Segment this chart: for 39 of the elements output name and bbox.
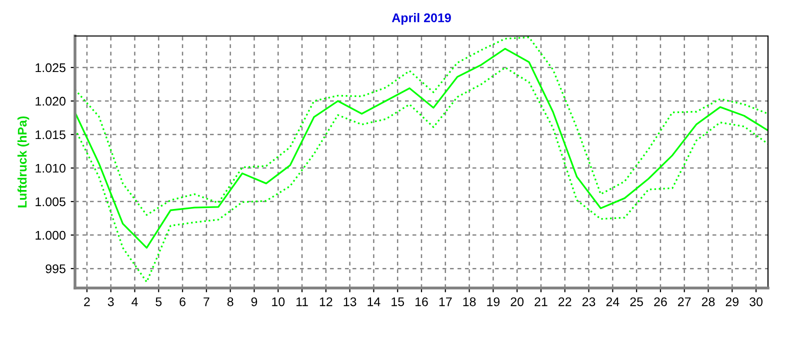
x-tick-label: 16 (416, 297, 428, 306)
y-tick-label: 1.005 (36, 197, 66, 206)
x-tick-label: 28 (702, 297, 715, 306)
x-tick-label: 5 (156, 297, 162, 306)
x-tick-label: 4 (132, 297, 138, 306)
y-tick-label: 1.010 (36, 164, 66, 173)
x-tick-label: 9 (251, 297, 258, 306)
x-tick-label: 2 (84, 297, 90, 306)
x-tick-label: 30 (750, 297, 763, 306)
x-tick-label: 7 (204, 297, 210, 306)
x-tick-label: 17 (439, 297, 452, 306)
y-tick-label: 1.000 (36, 230, 66, 240)
x-tick-label: 3 (108, 297, 114, 306)
x-tick-label: 21 (534, 297, 548, 306)
y-tick-label: 1.020 (36, 96, 66, 106)
y-tick-label: 1.015 (36, 130, 66, 140)
x-tick-label: 23 (582, 297, 596, 306)
x-tick-label: 15 (392, 297, 404, 306)
x-tick-label: 27 (678, 297, 691, 306)
y-axis-title: Luftdruck (hPa) (17, 116, 30, 208)
x-tick-label: 6 (180, 297, 186, 306)
x-tick-label: 22 (558, 297, 572, 306)
x-tick-label: 13 (344, 297, 356, 306)
x-tick-label: 25 (630, 297, 643, 306)
x-tick-label: 19 (487, 297, 500, 306)
x-tick-label: 11 (296, 297, 308, 306)
line-series (75, 66, 768, 283)
chart-title: April 2019 (392, 13, 451, 25)
x-tick-label: 18 (463, 297, 476, 306)
x-tick-label: 12 (320, 297, 332, 306)
x-tick-label: 10 (272, 297, 285, 306)
x-tick-label: 26 (654, 297, 667, 306)
x-tick-label: 14 (368, 297, 380, 306)
x-tick-label: 20 (510, 297, 524, 306)
y-tick-label: 1.025 (36, 63, 66, 72)
y-tick-label: 995 (46, 264, 66, 274)
x-tick-label: 29 (726, 297, 739, 306)
x-tick-label: 24 (606, 297, 620, 306)
x-tick-label: 8 (227, 297, 234, 306)
